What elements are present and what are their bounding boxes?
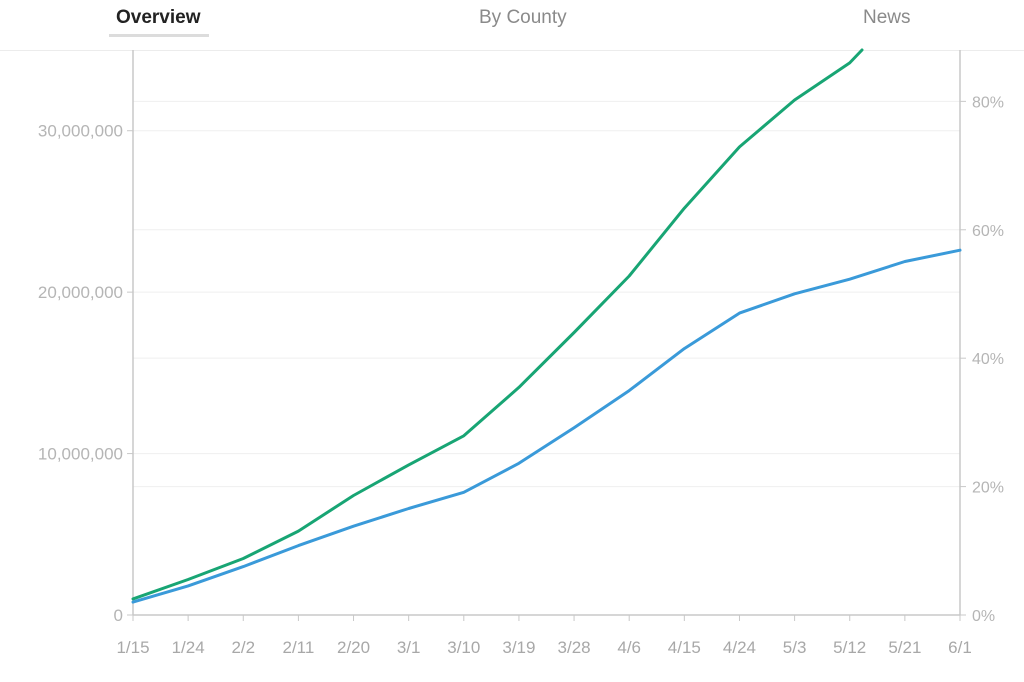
x-tick-label: 2/2	[231, 638, 255, 657]
x-tick-label: 5/12	[833, 638, 866, 657]
tab-by-county[interactable]: By County	[479, 7, 567, 28]
y-tick-left-label: 30,000,000	[38, 122, 123, 141]
x-tick-label: 3/10	[447, 638, 480, 657]
tab-overview[interactable]: Overview	[116, 7, 201, 28]
y-tick-left-label: 20,000,000	[38, 283, 123, 302]
x-tick-label: 4/24	[723, 638, 756, 657]
x-tick-label: 5/21	[888, 638, 921, 657]
active-tab-indicator	[109, 34, 209, 37]
series-line-blue	[131, 248, 962, 604]
x-tick-label: 2/20	[337, 638, 370, 657]
x-tick-label: 1/24	[172, 638, 205, 657]
y-tick-left-label: 10,000,000	[38, 445, 123, 464]
tab-bar: Overview By County News	[0, 0, 1024, 51]
x-tick-label: 3/19	[502, 638, 535, 657]
y-tick-right-label: 40%	[972, 351, 1004, 368]
x-tick-label: 4/15	[668, 638, 701, 657]
y-tick-right-label: 80%	[972, 94, 1004, 111]
x-tick-label: 4/6	[617, 638, 641, 657]
tab-news[interactable]: News	[863, 7, 911, 28]
y-tick-left-label: 0	[114, 606, 123, 625]
x-tick-label: 3/1	[397, 638, 421, 657]
y-tick-right-label: 60%	[972, 223, 1004, 240]
y-tick-right-label: 0%	[972, 608, 995, 625]
x-tick-label: 3/28	[558, 638, 591, 657]
y-tick-right-label: 20%	[972, 480, 1004, 497]
x-tick-label: 2/11	[282, 638, 314, 657]
x-tick-label: 1/15	[116, 638, 149, 657]
x-tick-label: 5/3	[783, 638, 807, 657]
series-line-green	[131, 48, 864, 601]
x-tick-label: 6/1	[948, 638, 972, 657]
